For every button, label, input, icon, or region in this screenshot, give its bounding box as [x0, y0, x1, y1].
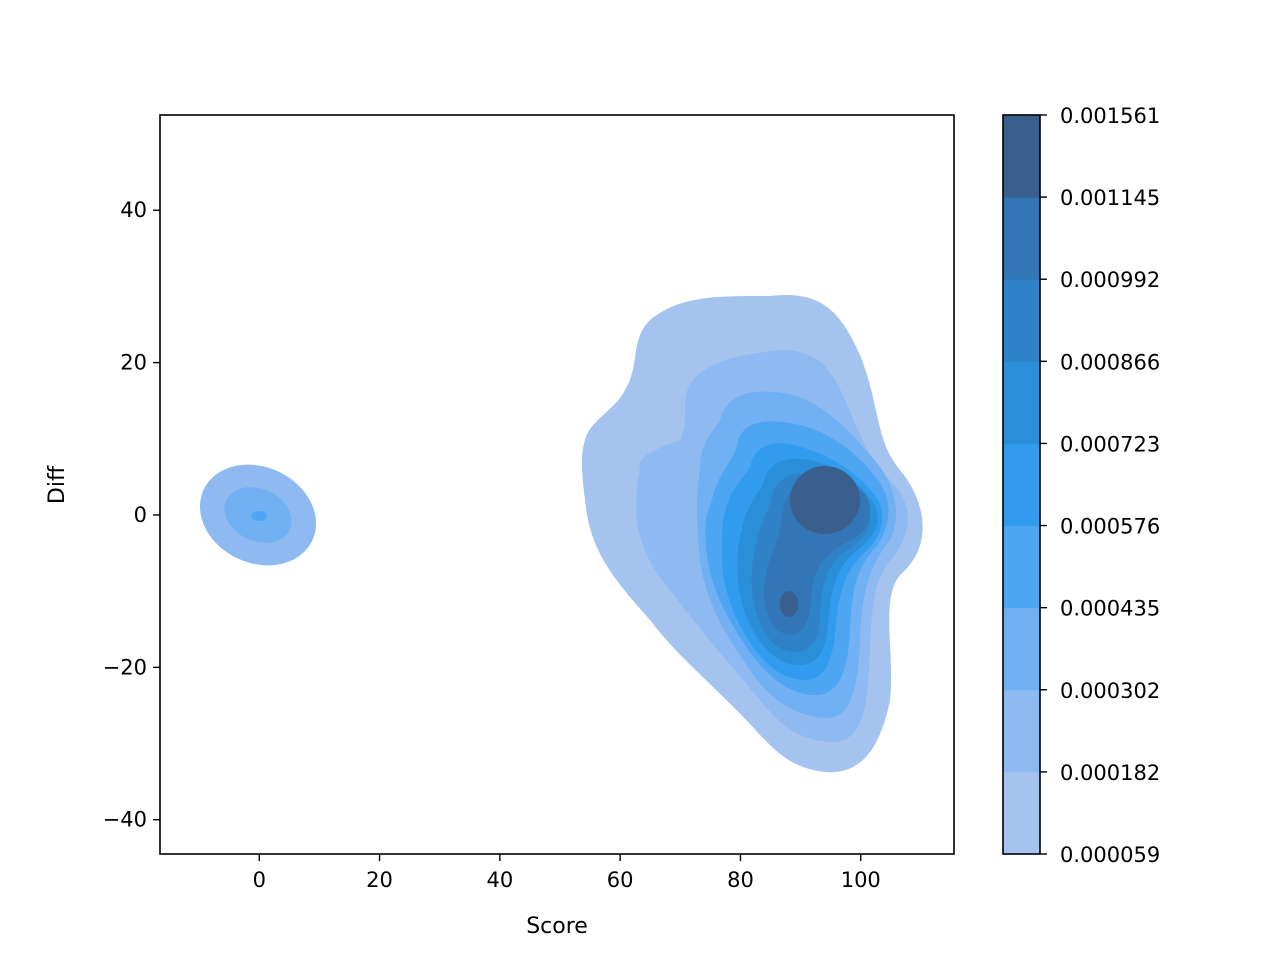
- colorbar-band: [1003, 607, 1040, 691]
- colorbar-tick-label: 0.000992: [1060, 268, 1160, 292]
- colorbar-band: [1003, 771, 1040, 855]
- colorbar-frame: [1002, 114, 1041, 855]
- colorbar-band: [1003, 115, 1040, 198]
- colorbar-tick-label: 0.001561: [1060, 104, 1160, 128]
- colorbar-tick-label: 0.001145: [1060, 186, 1160, 210]
- colorbar-band: [1003, 525, 1040, 609]
- y-tick-label: 0: [134, 503, 147, 527]
- colorbar-tick-label: 0.000866: [1060, 350, 1160, 374]
- x-axis-ticks: 0 20 40 60 80 100: [253, 854, 881, 892]
- x-tick-label: 60: [607, 868, 634, 892]
- x-tick-label: 80: [727, 868, 754, 892]
- x-tick-label: 100: [841, 868, 881, 892]
- colorbar-tick-label: 0.000435: [1060, 597, 1160, 621]
- colorbar: 0.000059 0.000182 0.000302 0.000435 0.000576…: [1002, 104, 1160, 867]
- x-tick-label: 40: [486, 868, 513, 892]
- colorbar-tick-label: 0.000723: [1060, 432, 1160, 456]
- contour-right-peak-upper: [790, 466, 860, 534]
- colorbar-tick-label: 0.000576: [1060, 515, 1160, 539]
- density-contours: [199, 294, 923, 773]
- y-axis-label: Diff: [45, 465, 70, 504]
- x-tick-label: 20: [366, 868, 393, 892]
- colorbar-tick-label: 0.000302: [1060, 679, 1160, 703]
- colorbar-band: [1003, 689, 1040, 773]
- colorbar-tick-label: 0.000182: [1060, 761, 1160, 785]
- y-tick-label: −20: [103, 655, 147, 679]
- plot-frame: [159, 114, 955, 855]
- x-tick-label: 0: [253, 868, 266, 892]
- y-axis-ticks: −40 −20 0 20 40: [103, 198, 160, 832]
- contour-right-peak-lower: [780, 591, 798, 617]
- colorbar-band: [1003, 279, 1040, 362]
- contour-left-level-3: [251, 511, 267, 521]
- y-tick-label: −40: [103, 808, 147, 832]
- colorbar-band: [1003, 197, 1040, 280]
- colorbar-tick-label: 0.000059: [1060, 843, 1160, 867]
- x-axis-label: Score: [526, 914, 588, 939]
- y-tick-label: 20: [120, 351, 147, 375]
- colorbar-band: [1003, 361, 1040, 444]
- y-tick-label: 40: [120, 198, 147, 222]
- colorbar-band: [1003, 443, 1040, 527]
